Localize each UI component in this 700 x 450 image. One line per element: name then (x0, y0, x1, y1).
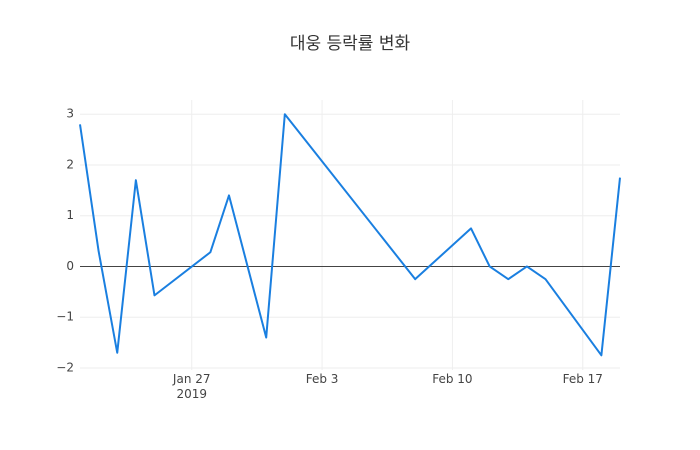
y-tick-label: −1 (56, 310, 74, 324)
y-tick-label: 2 (66, 157, 74, 171)
chart-title: 대웅 등락률 변화 (290, 34, 411, 54)
line-series (79, 113, 621, 357)
y-tick-label: 1 (66, 208, 74, 222)
y-tick-label: −2 (56, 360, 74, 374)
x-tick-label: Feb 10 (432, 372, 473, 386)
x-tick-label: Feb 17 (562, 372, 603, 386)
x-tick-label: Jan 27 2019 (172, 372, 211, 401)
y-tick-label: 0 (66, 259, 74, 273)
x-tick-label: Feb 3 (305, 372, 339, 386)
y-tick-label: 3 (66, 107, 74, 121)
